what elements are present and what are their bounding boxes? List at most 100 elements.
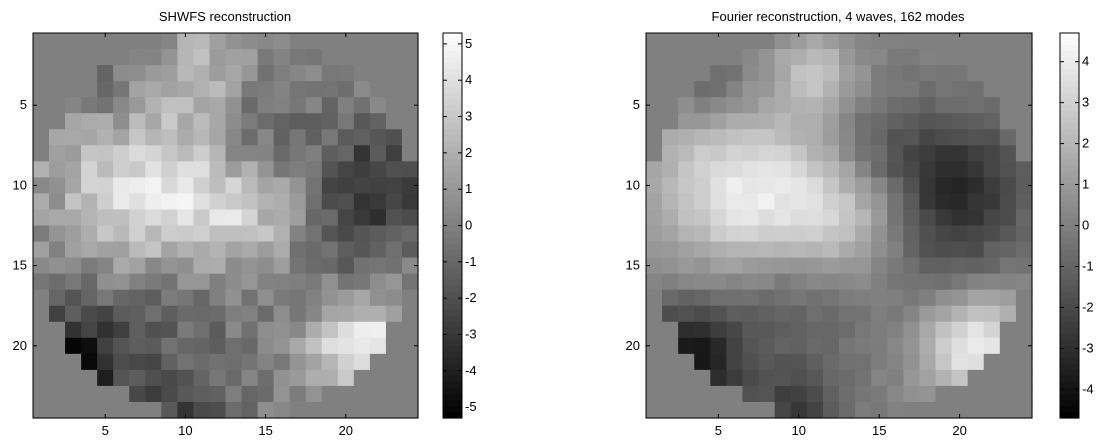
heatmap-cell bbox=[935, 273, 953, 291]
heatmap-cell bbox=[97, 209, 114, 227]
colorbar-step bbox=[1060, 93, 1079, 100]
heatmap-cell bbox=[983, 177, 1001, 195]
colorbar-step bbox=[1060, 159, 1079, 166]
colorbar-step bbox=[443, 141, 462, 148]
heatmap-cell bbox=[710, 113, 728, 130]
heatmap-cell bbox=[967, 49, 985, 66]
heatmap-cell bbox=[337, 161, 355, 178]
heatmap-cell bbox=[97, 145, 114, 162]
heatmap-cell bbox=[999, 49, 1017, 66]
heatmap-cell bbox=[951, 145, 969, 162]
heatmap-cell bbox=[369, 225, 387, 243]
heatmap-cell bbox=[790, 49, 808, 66]
heatmap-cell bbox=[1015, 113, 1033, 130]
colorbar-tick-label: 5 bbox=[465, 36, 472, 51]
heatmap-cell bbox=[49, 97, 66, 114]
heatmap-cell bbox=[726, 257, 744, 275]
heatmap-cell bbox=[177, 241, 195, 259]
heatmap-cell bbox=[983, 369, 1001, 387]
heatmap-cell bbox=[951, 33, 969, 50]
heatmap-cell bbox=[678, 193, 695, 211]
heatmap-cell bbox=[951, 65, 969, 82]
heatmap-cell bbox=[353, 33, 371, 50]
heatmap-cell bbox=[257, 401, 275, 419]
x-tick-label: 10 bbox=[792, 423, 806, 438]
heatmap-cell bbox=[999, 321, 1017, 339]
heatmap-cell bbox=[337, 385, 355, 403]
heatmap-cell bbox=[935, 177, 953, 195]
heatmap-cell bbox=[903, 321, 921, 339]
heatmap-cell bbox=[225, 97, 243, 114]
heatmap-cell bbox=[839, 113, 856, 130]
heatmap-cell bbox=[951, 177, 969, 195]
colorbar: 4 3 2 1 0 -1 -2 -3 -4 bbox=[1059, 32, 1094, 419]
heatmap-cell bbox=[903, 129, 921, 146]
heatmap-cell bbox=[999, 225, 1017, 243]
heatmap-cell bbox=[257, 305, 275, 323]
heatmap-cell bbox=[662, 401, 679, 419]
heatmap-cell bbox=[113, 177, 130, 195]
colorbar-step bbox=[1060, 255, 1079, 263]
heatmap-cell bbox=[678, 321, 695, 339]
heatmap-cell bbox=[839, 401, 856, 419]
heatmap-cell bbox=[871, 385, 888, 403]
heatmap-cell bbox=[97, 305, 114, 323]
heatmap-cell bbox=[967, 305, 985, 323]
heatmap-cell bbox=[951, 225, 969, 243]
heatmap-cell bbox=[97, 353, 114, 371]
heatmap-cell bbox=[129, 193, 146, 211]
colorbar-step bbox=[1060, 237, 1079, 245]
heatmap-cell bbox=[273, 193, 291, 211]
heatmap-cell bbox=[919, 193, 937, 211]
heatmap-cell bbox=[177, 209, 195, 227]
colorbar-tick-label: 4 bbox=[1082, 54, 1089, 69]
heatmap-cell bbox=[97, 385, 114, 403]
heatmap-cell bbox=[983, 193, 1001, 211]
colorbar-step bbox=[1060, 51, 1079, 58]
heatmap-cell bbox=[401, 193, 419, 211]
heatmap-cell bbox=[145, 225, 162, 243]
heatmap-cell bbox=[806, 353, 824, 371]
heatmap-cell bbox=[871, 161, 888, 178]
heatmap-cell bbox=[209, 241, 227, 259]
heatmap-cell bbox=[401, 81, 419, 98]
heatmap-cell bbox=[678, 401, 695, 419]
heatmap-cell bbox=[97, 81, 114, 98]
colorbar-step bbox=[443, 381, 462, 389]
heatmap-cell bbox=[935, 129, 953, 146]
colorbar-step bbox=[1060, 81, 1079, 88]
heatmap-cell bbox=[774, 289, 792, 307]
heatmap-cell bbox=[353, 289, 371, 307]
heatmap-cell bbox=[935, 401, 953, 419]
heatmap-cell bbox=[337, 273, 355, 291]
heatmap-cell bbox=[790, 369, 808, 387]
heatmap-cell bbox=[289, 289, 307, 307]
heatmap-cell bbox=[742, 353, 760, 371]
heatmap-cell bbox=[273, 225, 291, 243]
heatmap-cell bbox=[662, 305, 679, 323]
colorbar-step bbox=[443, 99, 462, 106]
heatmap-cell bbox=[385, 241, 403, 259]
heatmap-cell bbox=[273, 401, 291, 419]
heatmap-cell bbox=[209, 369, 227, 387]
heatmap-cell bbox=[289, 385, 307, 403]
heatmap-cell bbox=[903, 193, 921, 211]
heatmap-cell bbox=[999, 113, 1017, 130]
heatmap-cell bbox=[241, 49, 259, 66]
heatmap-cell bbox=[839, 225, 856, 243]
colorbar-step bbox=[1060, 141, 1079, 148]
heatmap-cell bbox=[822, 81, 840, 98]
heatmap-cell bbox=[337, 305, 355, 323]
heatmap-cell bbox=[225, 65, 243, 82]
colorbar-tick-label: -3 bbox=[1082, 340, 1094, 355]
heatmap-cell bbox=[401, 273, 419, 291]
heatmap-cell bbox=[305, 321, 323, 339]
heatmap-cell bbox=[983, 353, 1001, 371]
heatmap-cell bbox=[161, 305, 178, 323]
heatmap-cell bbox=[337, 145, 355, 162]
heatmap-cell bbox=[241, 241, 259, 259]
heatmap-cell bbox=[903, 49, 921, 66]
heatmap-cell bbox=[209, 337, 227, 355]
heatmap-cell bbox=[97, 161, 114, 178]
heatmap-cell bbox=[65, 305, 82, 323]
